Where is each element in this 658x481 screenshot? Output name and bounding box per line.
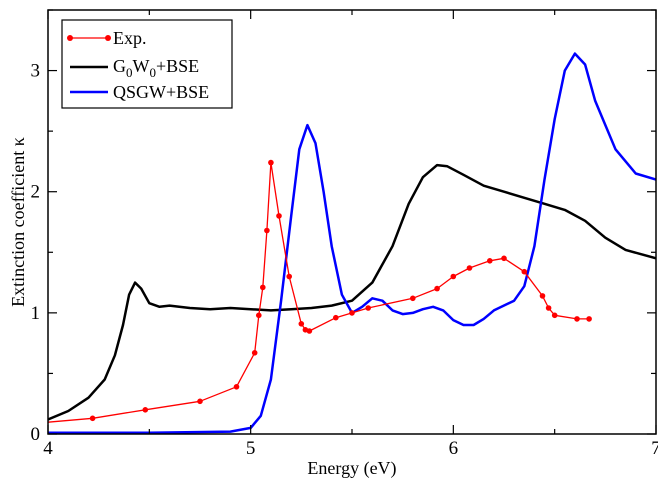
data-point-exp-26 [545,305,552,311]
legend-box [61,19,233,109]
data-point-exp-1 [89,415,96,422]
data-point-exp-22 [487,258,493,264]
x-tick-label-5: 5 [246,438,256,459]
y-tick-label-1: 1 [31,303,41,324]
legend-label-exp: Exp. [113,28,147,48]
y-tick-label-2: 2 [31,182,41,203]
x-tick-label-4: 4 [43,438,53,459]
data-point-exp-5 [251,350,258,356]
data-point-exp-16 [349,310,355,316]
data-point-exp-10 [276,213,282,219]
data-point-exp-23 [501,255,507,262]
legend-label-g0w0: G0W0+BSE [113,56,199,80]
x-axis-label: Energy (eV) [307,458,396,479]
series-line-exp [48,161,590,423]
legend-label-qsgw: QSGW+BSE [113,82,209,102]
x-tick-label-7: 7 [651,438,658,459]
data-point-exp-15 [333,314,339,321]
data-point-exp-8 [264,227,270,234]
data-point-exp-11 [286,273,293,280]
data-point-exp-20 [450,273,457,280]
legend-g0w0-sub-0b: 0 [150,65,157,80]
legend: Exp. G0W0+BSE QSGW+BSE [61,19,233,109]
data-point-exp-25 [539,293,546,299]
data-point-exp-14 [306,328,313,334]
legend-g0w0-part-w: W [133,56,150,76]
data-point-exp-29 [586,316,592,322]
data-point-exp-18 [410,295,416,302]
series-layer [48,52,656,434]
data-point-exp-9 [268,159,274,166]
legend-g0w0-part-bse: +BSE [156,56,199,76]
legend-g0w0-part-g: G [113,56,126,76]
data-point-exp-27 [551,312,558,319]
data-point-exp-21 [466,265,473,271]
data-point-exp-7 [260,284,266,291]
data-point-exp-2 [142,407,149,413]
series-line-qsgw-bse [48,52,656,434]
data-point-exp-19 [434,285,440,292]
data-point-exp-17 [365,305,372,311]
data-point-exp-3 [197,398,203,405]
data-point-exp-4 [233,384,240,390]
legend-g0w0-sub-0a: 0 [126,65,133,80]
x-tick-label-6: 6 [449,438,459,459]
y-axis-label: Extinction coefficient κ [8,137,28,307]
data-point-exp-6 [255,312,262,319]
legend-marker-exp-right [105,35,111,41]
ticks-layer: 4 5 6 7 0 1 2 3 [31,9,658,459]
y-tick-label-0: 0 [31,424,41,445]
y-tick-label-3: 3 [31,61,41,82]
legend-marker-exp-left [67,35,73,41]
data-point-exp-12 [298,321,305,327]
data-point-exp-28 [574,316,580,322]
series-line-g0w0-bse [48,163,656,421]
data-point-exp-24 [521,268,528,275]
